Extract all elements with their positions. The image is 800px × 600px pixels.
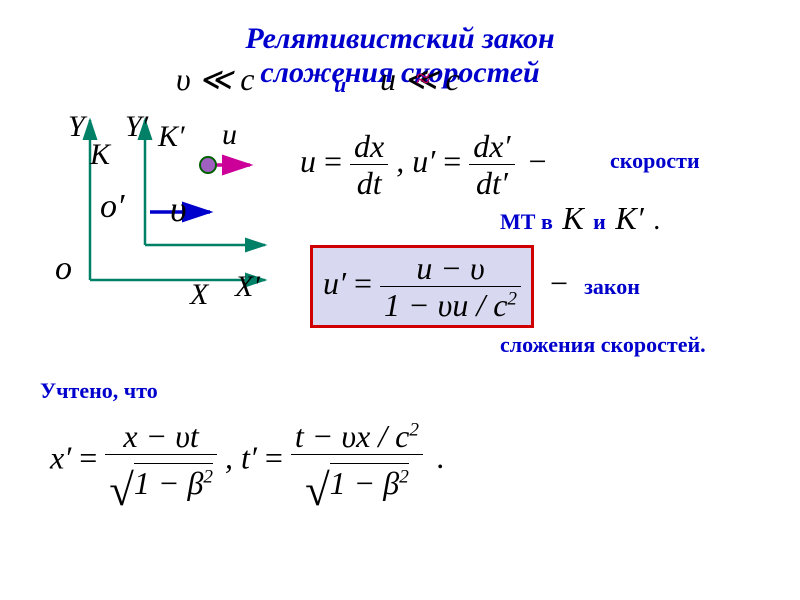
label-v: υ: [170, 188, 187, 230]
t-num: t − υx / c2: [291, 420, 423, 455]
label-Y: Y: [68, 110, 85, 144]
sym-tprime: t′: [241, 439, 257, 475]
sym-xprime: x′: [50, 439, 71, 475]
label-o: o: [55, 250, 72, 288]
text-slozheniya: сложения скоростей.: [500, 332, 706, 358]
den-dt: dt: [350, 165, 388, 199]
label-Yp: Y′: [125, 110, 148, 144]
sym-u: u: [300, 143, 316, 179]
label-u: u: [222, 118, 237, 152]
text-i: и: [593, 209, 611, 234]
condition-tilde: ≈: [416, 64, 430, 94]
x-num: x − υt: [105, 420, 217, 455]
sym-period: .: [431, 439, 445, 475]
label-op: o′: [100, 188, 124, 226]
eq-lorentz: x′ = x − υt √1 − β2 , t′ = t − υx / c2 √…: [50, 420, 445, 502]
eq-velocity-defs: u = dxdt , u′ = dx′dt′ −: [300, 130, 547, 199]
t-den: √1 − β2: [291, 455, 423, 502]
sym-comma2: ,: [225, 439, 233, 475]
sym-eq-x: =: [79, 439, 105, 475]
sym-up: u′: [412, 143, 435, 179]
text-mt: МТ в: [500, 209, 553, 234]
x-den-sup: 2: [203, 466, 213, 487]
num-dx: dx: [350, 130, 388, 165]
sym-eq-main: =: [354, 265, 380, 301]
sym-comma1: ,: [396, 143, 404, 179]
label-X: X: [190, 278, 208, 312]
label-Kp: K′: [158, 120, 185, 154]
sym-K: K: [558, 200, 587, 236]
t-num-sup: 2: [409, 419, 419, 440]
label-K: K: [90, 138, 110, 172]
t-den-a: 1 − β: [330, 465, 400, 501]
text-uchteno: Учтено, что: [40, 378, 158, 404]
sym-Kp: K′: [611, 200, 647, 236]
main-den: 1 − υu / c2: [380, 287, 521, 321]
boxed-formula: u′ = u − υ 1 − υu / c2: [310, 245, 534, 328]
text-period-1: .: [653, 205, 660, 236]
text-mt-line: МТ в K и K′ .: [500, 200, 660, 237]
main-formula-row: u′ = u − υ 1 − υu / c2 − закон: [310, 245, 640, 328]
title-line-1: Релятивистский закон: [0, 22, 800, 56]
main-den-a: 1 − υu / c: [384, 287, 507, 323]
main-den-sup: 2: [507, 288, 517, 309]
x-den: √1 − β2: [105, 455, 217, 502]
text-zakon: закон: [576, 274, 640, 299]
label-Xp: X′: [235, 270, 260, 304]
t-num-a: t − υx / c: [295, 418, 409, 454]
t-den-sup: 2: [399, 466, 409, 487]
num-dxp: dx′: [469, 130, 514, 165]
den-dtp: dt′: [469, 165, 514, 199]
main-num: u − υ: [380, 252, 521, 287]
sym-eq1: =: [324, 143, 350, 179]
sym-up-main: u′: [323, 265, 346, 301]
sym-eq2: =: [443, 143, 469, 179]
condition-and: и: [334, 72, 346, 98]
sym-dash2: −: [542, 265, 568, 301]
x-den-a: 1 − β: [134, 465, 204, 501]
text-skorosti: скорости: [610, 148, 700, 174]
condition-left: υ ≪ c: [176, 60, 254, 98]
sym-eq-t: =: [265, 439, 291, 475]
sym-dash1: −: [523, 143, 547, 179]
